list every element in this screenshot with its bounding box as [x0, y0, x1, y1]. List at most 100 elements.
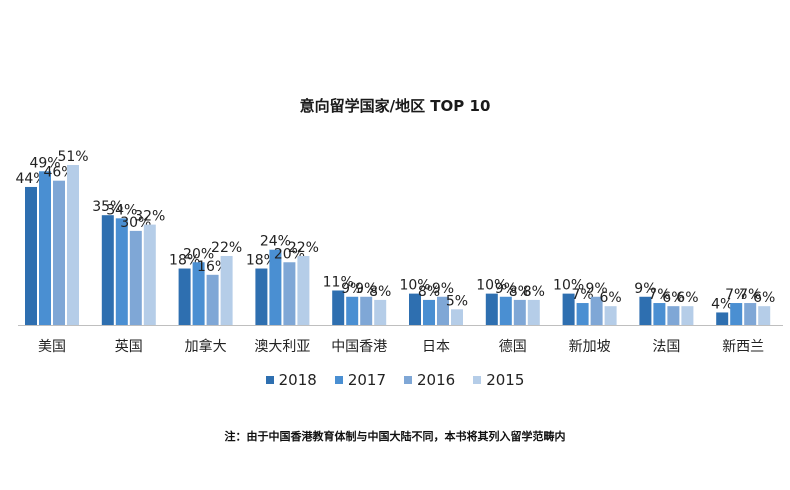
- data-label-canada-2015: 22%: [211, 240, 242, 256]
- data-label-singapore-2015: 6%: [599, 290, 621, 306]
- data-label-singapore-2016: 9%: [585, 281, 607, 297]
- bar-chart: 44%49%46%51%美国35%34%30%32%英国18%20%16%22%…: [15, 149, 783, 355]
- bar-uk-2016: [129, 230, 142, 325]
- data-label-us-2015: 51%: [57, 149, 88, 165]
- bar-germany-2016: [513, 299, 526, 325]
- data-label-germany-2015: 8%: [523, 284, 545, 300]
- data-label-us-2017: 49%: [29, 155, 60, 171]
- data-label-canada-2017: 20%: [183, 246, 214, 262]
- category-label-newzealand: 新西兰: [722, 339, 764, 355]
- data-label-hongkong-2018: 11%: [323, 274, 354, 290]
- data-label-newzealand-2018: 4%: [711, 296, 733, 312]
- chart-title: 意向留学国家/地区 TOP 10: [299, 97, 491, 115]
- bar-france-2015: [681, 306, 694, 325]
- bar-japan-2018: [409, 293, 421, 325]
- bar-uk-2017: [115, 218, 128, 325]
- category-label-hongkong: 中国香港: [331, 339, 387, 355]
- legend-swatch-2016: [404, 376, 412, 384]
- data-label-us-2016: 46%: [43, 165, 74, 181]
- legend-swatch-2018: [265, 376, 274, 384]
- data-label-japan-2017: 8%: [418, 284, 440, 300]
- data-label-australia-2018: 18%: [246, 253, 277, 269]
- bar-hongkong-2017: [346, 296, 359, 325]
- bar-canada-2017: [192, 262, 205, 325]
- category-label-singapore: 新加坡: [569, 339, 611, 355]
- chart-legend: 2018 2017 2016 2015: [0, 371, 790, 389]
- data-label-uk-2015: 32%: [134, 209, 165, 225]
- data-label-australia-2015: 22%: [288, 240, 319, 256]
- bar-japan-2017: [423, 299, 435, 325]
- bar-japan-2016: [437, 296, 449, 325]
- legend-item-2015: 2015: [473, 371, 524, 389]
- data-label-canada-2016: 16%: [197, 259, 228, 275]
- data-label-japan-2018: 10%: [399, 278, 430, 294]
- bar-hongkong-2018: [332, 290, 345, 325]
- bar-canada-2015: [220, 255, 233, 325]
- category-label-japan: 日本: [422, 339, 450, 355]
- category-label-germany: 德国: [499, 339, 527, 355]
- bar-hongkong-2016: [360, 296, 373, 325]
- data-label-uk-2017: 34%: [106, 202, 137, 218]
- legend-swatch-2017: [334, 376, 343, 384]
- category-label-france: 法国: [652, 339, 680, 355]
- data-label-uk-2018: 35%: [92, 199, 123, 215]
- data-label-uk-2016: 30%: [120, 215, 151, 231]
- bar-newzealand-2017: [730, 303, 743, 325]
- bar-japan-2015: [451, 309, 463, 325]
- bar-germany-2017: [499, 296, 512, 325]
- bar-singapore-2017: [576, 303, 589, 325]
- data-label-germany-2017: 9%: [495, 281, 517, 297]
- bar-us-2017: [39, 171, 51, 325]
- bar-canada-2016: [206, 274, 219, 325]
- data-label-germany-2016: 8%: [509, 284, 531, 300]
- bar-france-2018: [639, 296, 652, 325]
- data-label-germany-2018: 10%: [476, 278, 507, 294]
- bar-us-2015: [67, 165, 79, 325]
- bar-singapore-2015: [604, 306, 617, 325]
- bar-canada-2018: [178, 268, 191, 325]
- data-label-france-2016: 6%: [662, 290, 684, 306]
- data-label-newzealand-2016: 7%: [739, 287, 761, 303]
- bar-australia-2015: [297, 255, 310, 325]
- bar-uk-2015: [143, 224, 156, 325]
- bar-uk-2018: [101, 215, 114, 325]
- data-label-hongkong-2016: 9%: [355, 281, 377, 297]
- footnote: 注：由于中国香港教育体制与中国大陆不同，本书将其列入留学范畴内: [224, 430, 566, 443]
- legend-item-2017: 2017: [334, 371, 386, 389]
- data-label-singapore-2018: 10%: [553, 278, 584, 294]
- bar-australia-2018: [255, 268, 268, 325]
- category-label-uk: 英国: [115, 338, 143, 355]
- bar-singapore-2016: [590, 296, 603, 325]
- legend-swatch-2015: [473, 376, 482, 384]
- bar-newzealand-2015: [758, 306, 771, 325]
- legend-label-2016: 2016: [417, 371, 456, 389]
- bar-australia-2017: [269, 249, 282, 325]
- data-label-australia-2017: 24%: [260, 234, 291, 250]
- legend-item-2018: 2018: [265, 371, 317, 389]
- bar-germany-2018: [485, 293, 498, 325]
- legend-label-2015: 2015: [486, 371, 525, 389]
- data-label-newzealand-2017: 7%: [725, 287, 747, 303]
- bar-australia-2016: [283, 262, 296, 325]
- bar-hongkong-2015: [374, 299, 387, 325]
- data-label-france-2017: 7%: [648, 287, 670, 303]
- data-label-hongkong-2015: 8%: [369, 284, 391, 300]
- category-label-australia: 澳大利亚: [254, 339, 310, 355]
- data-label-france-2018: 9%: [634, 281, 656, 297]
- data-label-australia-2016: 20%: [274, 246, 305, 262]
- bar-us-2016: [53, 180, 65, 325]
- data-label-japan-2015: 5%: [446, 293, 468, 309]
- bar-us-2018: [25, 186, 37, 325]
- category-label-canada: 加拿大: [185, 338, 227, 355]
- bar-singapore-2018: [562, 293, 575, 325]
- data-label-us-2018: 44%: [15, 171, 46, 187]
- bar-newzealand-2016: [744, 303, 757, 325]
- bar-newzealand-2018: [716, 312, 729, 325]
- category-label-us: 美国: [38, 339, 66, 355]
- bar-france-2016: [667, 306, 680, 325]
- data-label-japan-2016: 9%: [432, 281, 454, 297]
- bar-germany-2015: [527, 299, 540, 325]
- data-label-singapore-2017: 7%: [571, 287, 593, 303]
- data-label-canada-2018: 18%: [169, 253, 200, 269]
- legend-label-2017: 2017: [347, 371, 386, 389]
